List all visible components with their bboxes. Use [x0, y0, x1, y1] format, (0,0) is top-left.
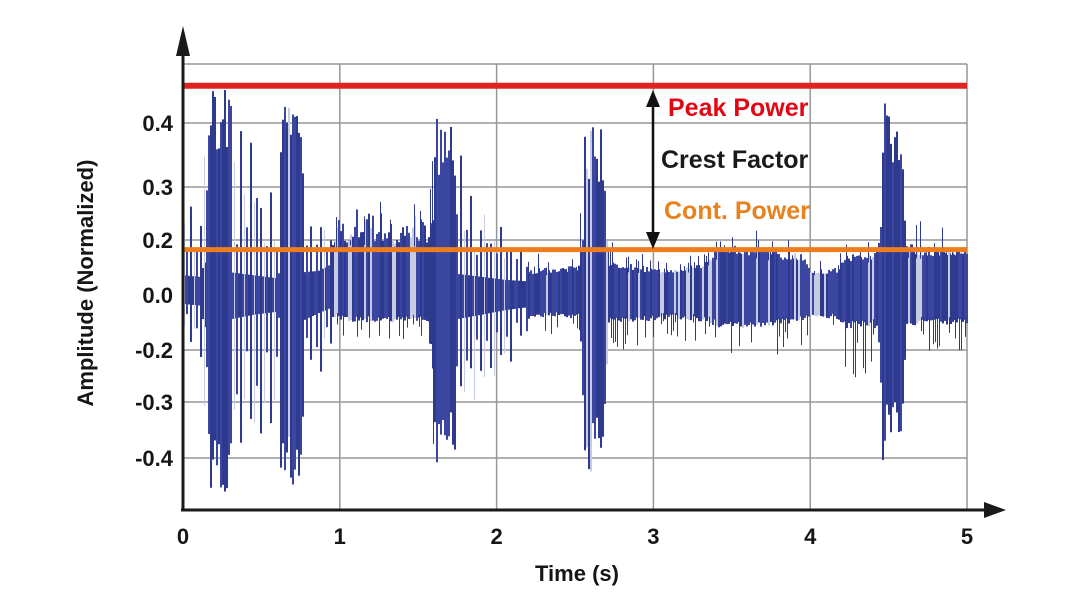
power-level-lines [183, 82, 967, 253]
peak-power-label: Peak Power [668, 94, 809, 122]
x-tick-label: 1 [334, 524, 346, 549]
y-tick-labels: 0.4 0.3 0.2 0.0 -0.2 -0.3 -0.4 [135, 111, 174, 471]
x-tick-label: 3 [647, 524, 659, 549]
y-tick-label: 0.0 [142, 283, 173, 308]
x-tick-label: 0 [177, 524, 189, 549]
x-tick-labels: 0 1 2 3 4 5 [177, 524, 973, 549]
y-tick-label: 0.2 [142, 228, 173, 253]
y-axis-arrow-icon [176, 26, 190, 56]
cont-power-label: Cont. Power [664, 197, 810, 225]
axes [176, 26, 1006, 518]
x-tick-label: 5 [961, 524, 973, 549]
y-axis-title: Amplitude (Normalized) [73, 160, 98, 407]
y-tick-label: 0.4 [142, 111, 173, 136]
x-axis-title: Time (s) [535, 561, 619, 586]
y-tick-label: -0.4 [135, 446, 174, 471]
crest-factor-arrow-icon [646, 90, 660, 249]
x-tick-label: 4 [804, 524, 817, 549]
x-axis-arrow-icon [984, 502, 1006, 518]
y-tick-label: -0.2 [135, 338, 173, 363]
crest-factor-label: Crest Factor [661, 146, 809, 174]
x-tick-label: 2 [490, 524, 502, 549]
waveform-series [184, 90, 968, 492]
y-tick-label: 0.3 [142, 175, 173, 200]
y-tick-label: -0.3 [135, 390, 173, 415]
